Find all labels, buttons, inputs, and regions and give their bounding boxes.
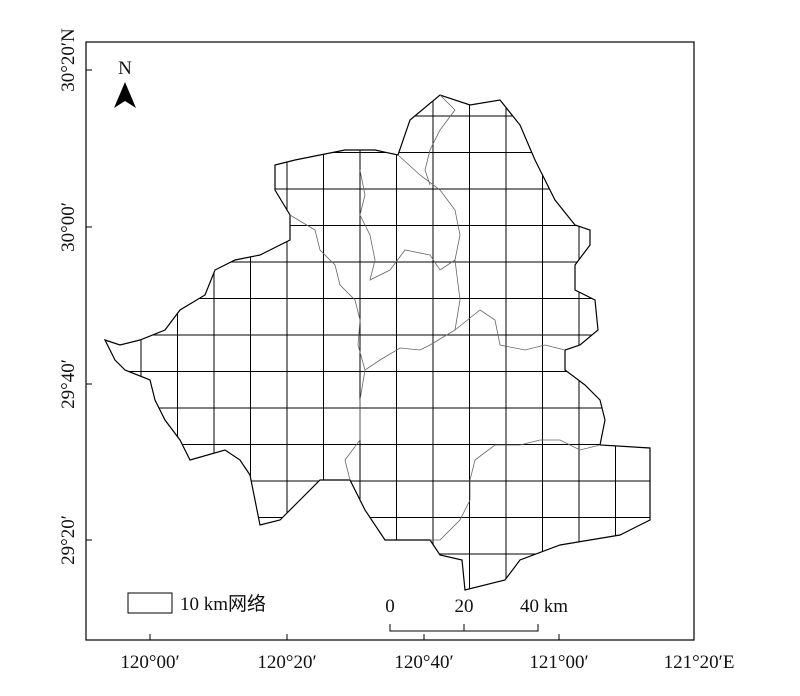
x-tick-label: 120°00′ bbox=[120, 652, 179, 673]
x-tick-label: 120°40′ bbox=[394, 652, 453, 673]
county-boundaries bbox=[289, 94, 601, 541]
y-tick-label: 29°40′ bbox=[58, 359, 79, 409]
scale-label: 0 bbox=[385, 596, 395, 617]
scale-bar: 0 20 40 km bbox=[385, 596, 568, 632]
legend-swatch bbox=[127, 592, 173, 614]
y-tick-label: 30°00′ bbox=[58, 202, 79, 252]
north-arrow: N bbox=[114, 58, 136, 108]
x-tick-label: 120°20′ bbox=[257, 652, 316, 673]
x-tick-label: 121°20′E bbox=[664, 652, 735, 673]
axes: 120°00′ 120°20′ 120°40′ 121°00′ 121°20′E 30°2… bbox=[58, 28, 734, 673]
legend: 10 km网络 bbox=[127, 592, 266, 615]
map-frame bbox=[85, 41, 695, 641]
y-tick-label: 30°20′N bbox=[58, 28, 79, 92]
region-outline bbox=[103, 94, 651, 591]
north-label: N bbox=[118, 58, 132, 79]
y-tick-label: 29°20′ bbox=[58, 515, 79, 565]
legend-label: 10 km网络 bbox=[180, 593, 266, 615]
north-arrow-shape bbox=[114, 82, 136, 108]
scale-label: 20 bbox=[455, 596, 474, 617]
grid-10km bbox=[105, 95, 650, 590]
x-tick-label: 121°00′ bbox=[529, 652, 588, 673]
scale-label: 40 km bbox=[520, 596, 568, 617]
